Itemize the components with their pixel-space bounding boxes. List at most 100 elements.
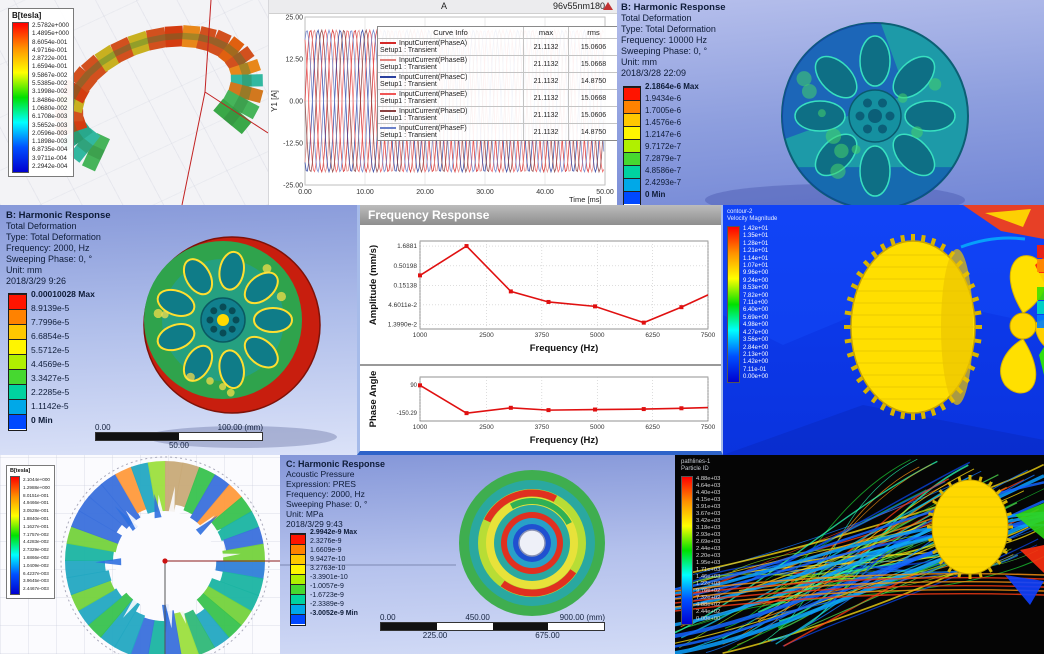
svg-text:4.6011e-2: 4.6011e-2 [388,302,417,309]
colorbar-band [9,339,26,354]
colorbar-label: 1.4895e+000 [32,30,69,38]
svg-text:Time [ms]: Time [ms] [569,195,602,204]
colorbar-label: 2.4293e-7 [645,178,682,187]
flux-legend-colorbar: 2.5782e+000 1.4895e+000 8.6054e-001 4.9716e… [12,22,69,173]
svg-text:1.3990e-2: 1.3990e-2 [388,321,418,328]
colorbar-gradient [727,226,740,383]
flux-legend-title: B[tesla] [12,11,42,20]
colorbar-label: 3.9711e-004 [32,154,67,162]
svg-text:Y1 [A]: Y1 [A] [270,90,279,112]
colorbar-label: 1.07e+01 [743,263,769,270]
svg-text:Frequency (Hz): Frequency (Hz) [530,435,599,446]
colorbar-band [9,384,26,399]
colorbar-band [291,614,305,624]
annotation-line: Type: Total Deformation [6,232,101,242]
svg-text:20.00: 20.00 [416,189,434,196]
legend-header-max: max [524,27,569,38]
colorbar-band [624,165,640,178]
pressure-colorbar: 2.9942e-9 Max 2.3276e-9 1.6609e-9 9.9427e-1… [290,529,390,626]
colorbar-band [291,584,305,594]
colorbar-label: 1.1142e-5 [31,401,69,411]
colorbar-label: 7.32e+02 [696,595,721,601]
colorbar-label: 9.96e+00 [743,270,769,277]
colorbar-label: 1.42e+00 [743,359,769,366]
colorbar-label: 4.88e+03 [696,476,721,482]
colorbar-label: 1.42e+01 [743,226,769,232]
stator-flux-render [60,456,280,654]
deformation-colorbar: 0.00010028 Max 8.9139e-5 7.7996e-5 6.6854e-… [8,289,111,431]
colorbar-label: 4.8586e-7 [645,166,682,175]
colorbar-title: pathlines-1 [681,459,711,465]
colorbar-band [9,414,26,429]
plot-title: 96v55nm180 [553,1,606,11]
legend-swatch [380,127,396,130]
colorbar-band [291,534,305,544]
colorbar-band [291,564,305,574]
svg-text:6250: 6250 [645,424,660,431]
flag-icon [603,2,613,10]
colorbar-label: 5.69e+00 [743,314,769,321]
scale-label: 100.00 (mm) [217,423,263,432]
svg-text:90: 90 [410,383,417,389]
svg-text:1000: 1000 [413,332,428,339]
annotation-line: Frequency: 2000, Hz [6,243,90,253]
colorbar-label: 4.40e+03 [696,490,721,496]
colorbar-label: 1.71e+03 [696,567,721,573]
annotation-line: Unit: mm [621,57,657,67]
annotation-line: Total Deformation [6,221,77,231]
legend-row: InputCurrent(PhaseD) Setup1 : Transient 21… [378,106,617,123]
colorbar-label: 7.1757e-002 [23,531,49,537]
colorbar-label: 2.93e+03 [696,532,721,538]
legend-max-value: 21.1132 [524,73,569,89]
acoustic-disc-render [280,470,605,616]
scale-bar [380,622,605,631]
legend-max-value: 21.1132 [524,39,569,55]
legend-max-value: 21.1132 [524,56,569,72]
colorbar-label: 9.9427e-10 [310,556,346,563]
svg-text:Amplitude (mm/s): Amplitude (mm/s) [368,245,379,325]
colorbar-label: 3.0528e-001 [23,508,49,514]
annotation-line: Acoustic Pressure [286,469,355,479]
legend-rms-value: 15.0606 [580,111,607,119]
tile-flux-density-ring: B[tesla] 2.1044e+000 1.2988e+000 8.0151e-0… [0,455,280,654]
legend-rms-value: 15.0606 [580,43,607,51]
svg-text:6250: 6250 [645,332,660,339]
result-annotation: C: Harmonic Response Acoustic Pressure E… [286,459,385,529]
colorbar-gradient [10,476,20,595]
plot-corner-label: A [441,1,448,11]
colorbar-label: 4.9716e-001 [32,46,68,54]
colorbar-label: 3.9645e-003 [23,578,49,584]
legend-swatch [380,59,396,62]
colorbar-label: 2.84e+00 [743,344,769,351]
tile-transient-current-plot: A 96v55nm180 0.00 10.00 20.00 30.00 40.00 50.… [268,0,617,205]
colorbar-label: 1.21e+01 [743,248,769,255]
colorbar-label: 2.1044e+000 [23,477,50,482]
colorbar-band [624,152,640,165]
colorbar-label: 2.0596e-003 [32,129,68,137]
colorbar-label: 3.2763e-10 [310,565,346,572]
tile-acoustic-pressure-disc: C: Harmonic Response Acoustic Pressure E… [280,455,675,654]
colorbar-label: 1.7005e-6 [645,106,682,115]
colorbar-label: 1.9434e-6 [645,94,682,103]
colorbar-label: 7.7996e-5 [31,317,70,327]
colorbar-label: 2.7329e-002 [23,547,49,553]
flux-legend-title: B[tesla] [10,468,31,474]
colorbar-label: 1.2988e+000 [23,484,50,490]
colorbar-label: 2.5782e+000 [32,22,69,29]
colorbar-label: 8.6054e-001 [32,38,68,46]
colorbar-band [9,369,26,384]
colorbar-title: contour-2 [727,209,753,215]
svg-text:2500: 2500 [479,424,494,431]
colorbar-label: 0.00e+00 [743,374,769,381]
scale-label: 225.00 [422,631,448,640]
colorbar-label: 7.11e+00 [743,300,768,307]
colorbar-label: 8.0151e-001 [23,492,49,498]
svg-text:-150.29: -150.29 [397,411,418,417]
colorbar-label: 1.2147e-6 [645,130,682,139]
svg-text:10.00: 10.00 [356,189,374,196]
colorbar-band [624,178,640,191]
colorbar-band [9,354,26,369]
colorbar-label: 6.8735e-004 [32,146,68,154]
colorbar-band [624,100,640,113]
colorbar-label: 2.8722e-001 [32,55,68,63]
